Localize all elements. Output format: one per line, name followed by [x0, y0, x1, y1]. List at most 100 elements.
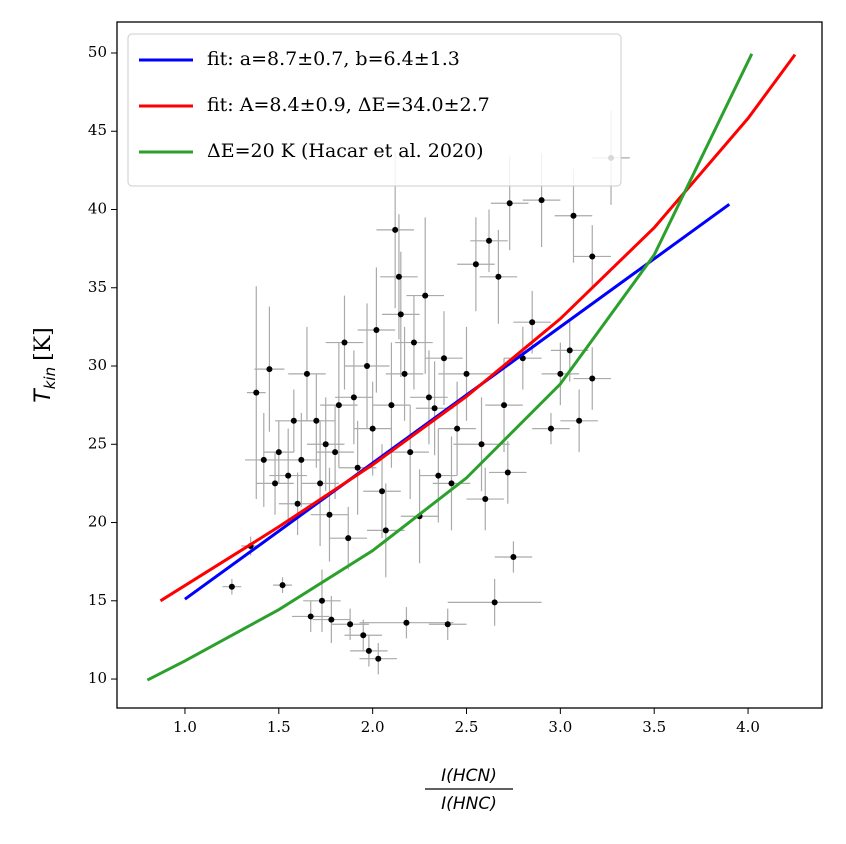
point — [529, 319, 536, 326]
point — [425, 394, 432, 401]
legend-label: ΔE=20 K (Hacar et al. 2020) — [207, 140, 484, 162]
point — [253, 389, 260, 396]
point — [388, 402, 395, 409]
y-tick-label: 10 — [88, 669, 107, 687]
point — [454, 425, 461, 432]
point — [444, 621, 451, 628]
point — [495, 273, 502, 280]
point — [422, 292, 429, 299]
x-tick-label: 3.5 — [642, 718, 666, 736]
point — [294, 500, 301, 507]
point — [486, 237, 493, 244]
y-tick-label: 35 — [88, 278, 107, 296]
point — [435, 472, 442, 479]
point — [478, 441, 485, 448]
y-tick-label: 25 — [88, 434, 107, 452]
point — [266, 366, 273, 373]
point — [570, 212, 577, 219]
point — [510, 553, 517, 560]
point — [272, 480, 279, 487]
point — [410, 339, 417, 346]
point — [332, 449, 339, 456]
x-tick-label: 1.0 — [173, 718, 197, 736]
point — [341, 339, 348, 346]
y-tick-label: 30 — [88, 356, 107, 374]
y-tick-label: 15 — [88, 591, 107, 609]
point — [557, 370, 564, 377]
point — [326, 511, 333, 518]
y-tick-label: 20 — [88, 513, 107, 531]
y-label-unit: [K] — [31, 327, 56, 361]
point — [347, 621, 354, 628]
point — [589, 253, 596, 260]
point — [482, 496, 489, 503]
point — [275, 449, 282, 456]
point — [298, 456, 305, 463]
point — [228, 583, 235, 590]
point — [501, 402, 508, 409]
x-tick-label: 1.5 — [267, 718, 291, 736]
point — [403, 619, 410, 626]
point — [440, 355, 447, 362]
legend: fit: a=8.7±0.7, b=6.4±1.3 fit: A=8.4±0.9,… — [127, 33, 622, 187]
x-tick-label: 4.0 — [736, 718, 760, 736]
point — [285, 472, 292, 479]
point — [313, 417, 320, 424]
point — [260, 456, 267, 463]
point — [369, 425, 376, 432]
y-label-symbol: T — [31, 388, 56, 403]
y-label-subscript: kin — [41, 367, 59, 389]
x-label-denominator: I(HNC) — [441, 794, 497, 814]
point — [401, 370, 408, 377]
point — [504, 469, 511, 476]
point — [397, 311, 404, 318]
point — [328, 616, 335, 623]
point — [448, 480, 455, 487]
point — [307, 613, 314, 620]
point — [407, 449, 414, 456]
point — [350, 394, 357, 401]
legend-label: fit: A=8.4±0.9, ΔE=34.0±2.7 — [207, 94, 490, 116]
point — [364, 363, 371, 370]
point — [472, 261, 479, 268]
error-bars — [222, 110, 630, 675]
point — [335, 402, 342, 409]
point — [360, 632, 367, 639]
point — [375, 655, 382, 662]
point — [322, 441, 329, 448]
fit-line — [159, 53, 797, 603]
point — [431, 405, 438, 412]
point — [345, 535, 352, 542]
point — [547, 425, 554, 432]
point — [538, 197, 545, 204]
point — [506, 200, 513, 207]
point — [395, 273, 402, 280]
legend-box — [127, 33, 622, 187]
point — [576, 417, 583, 424]
y-tick-label: 40 — [88, 200, 107, 218]
x-tick-label: 2.0 — [361, 718, 385, 736]
point — [303, 370, 310, 377]
y-tick-label: 50 — [88, 43, 107, 61]
point — [373, 327, 380, 334]
fit-line — [146, 53, 754, 682]
y-axis-label: Tkin [K] — [31, 327, 59, 402]
point — [566, 347, 573, 354]
point — [318, 597, 325, 604]
plot-frame — [116, 21, 823, 709]
point — [290, 417, 297, 424]
x-tick-label: 2.5 — [455, 718, 479, 736]
point — [279, 582, 286, 589]
point — [365, 647, 372, 654]
x-tick-label: 3.0 — [548, 718, 572, 736]
point — [317, 480, 324, 487]
point — [589, 375, 596, 382]
y-tick-label: 45 — [88, 121, 107, 139]
point — [382, 527, 389, 534]
point — [491, 599, 498, 606]
point — [354, 464, 361, 471]
point — [463, 370, 470, 377]
point — [392, 226, 399, 233]
point — [379, 488, 386, 495]
